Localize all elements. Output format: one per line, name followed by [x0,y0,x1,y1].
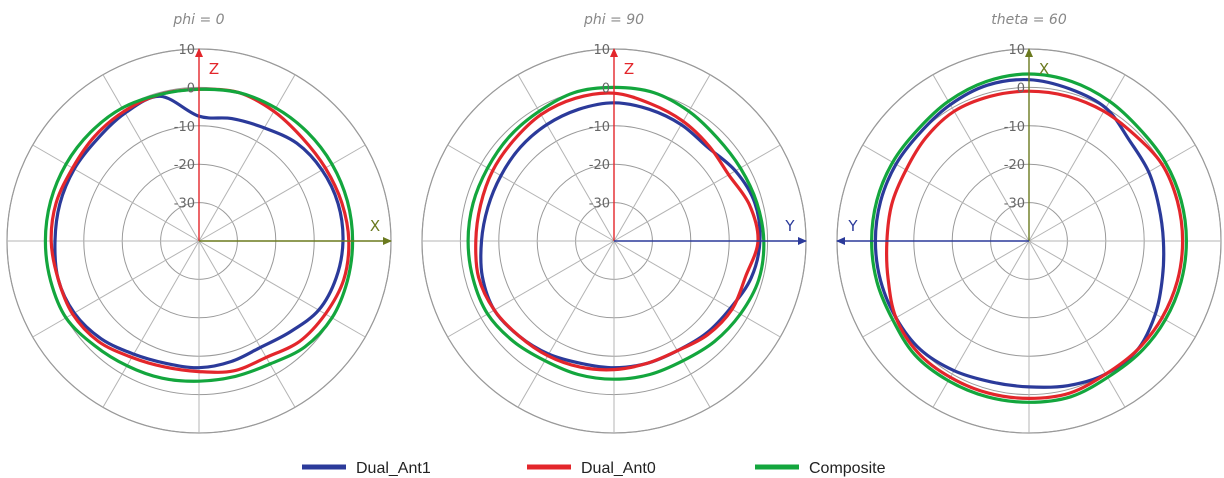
spoke-60 [613,144,781,242]
ring-tick-label: -30 [174,197,195,212]
legend-label-dual-ant0: Dual_Ant0 [581,460,656,477]
series-dual-ant1 [53,94,345,370]
spoke-120 [1028,240,1196,338]
axis-y-left: Y [836,217,1029,245]
spoke-330 [517,74,615,242]
legend: Dual_Ant1 Dual_Ant0 Composite [302,460,886,477]
axis-arrowhead [383,237,392,245]
ring-tick-label: -20 [174,158,195,173]
legend-label-composite: Composite [809,460,886,477]
spoke-60 [198,144,366,242]
spoke-30 [198,74,296,242]
chart-title: theta = 60 [991,12,1067,28]
spoke-210 [517,240,615,408]
spoke-60 [1028,144,1196,242]
series-composite [466,85,766,381]
axis-arrowhead [798,237,807,245]
chart-title: phi = 0 [172,12,224,28]
spoke-300 [447,144,615,242]
axis-arrowhead [1025,48,1033,57]
series-composite [870,72,1188,404]
ring-tick-label: 10 [1008,43,1025,58]
spoke-120 [613,240,781,338]
spoke-300 [862,144,1030,242]
axis-arrowhead [836,237,845,245]
spoke-240 [447,240,615,338]
axis-z-up: Z [610,48,634,241]
ring-tick-label: -30 [589,197,610,212]
polar-chart-theta-60: theta = 60 X Y 10 0 -10 -20 -30 [836,12,1222,434]
series-dual-ant0 [474,91,760,372]
series-dual-ant1 [873,77,1166,389]
chart-title: phi = 90 [583,12,644,28]
ring-tick-label: 0 [1017,81,1025,96]
legend-label-dual-ant1: Dual_Ant1 [356,460,431,477]
spoke-150 [198,240,296,408]
ring-tick-label: 0 [602,81,610,96]
axis-y-right: Y [614,217,807,245]
axis-label: Z [209,60,219,78]
series-dual-ant0 [49,87,351,374]
polar-chart-phi-0: phi = 0 Z X 10 0 -10 -20 -30 [6,12,392,434]
spoke-300 [32,144,200,242]
spoke-240 [32,240,200,338]
series-composite [43,87,355,383]
ring-tick-label: 10 [178,43,195,58]
axis-label: Z [624,60,634,78]
ring-tick-label: -10 [174,120,195,135]
polar-chart-phi-90: phi = 90 Z Y 10 0 -10 -20 -30 [421,12,807,434]
spoke-120 [198,240,366,338]
series-dual-ant1 [479,101,762,370]
ring-tick-label: -10 [589,120,610,135]
spoke-30 [613,74,711,242]
spoke-330 [102,74,200,242]
spoke-150 [613,240,711,408]
axis-x-up: X [1025,48,1049,241]
series-dual-ant0 [884,89,1185,400]
ring-tick-label: -30 [1004,197,1025,212]
ring-tick-label: -10 [1004,120,1025,135]
spoke-210 [102,240,200,408]
axis-label: X [370,217,380,235]
axis-arrowhead [610,48,618,57]
ring-tick-label: 0 [187,81,195,96]
axis-label: Y [784,217,795,235]
spoke-210 [932,240,1030,408]
ring-tick-label: 10 [593,43,610,58]
spoke-240 [862,240,1030,338]
axis-label: Y [847,217,858,235]
axis-arrowhead [195,48,203,57]
ring-tick-label: -20 [589,158,610,173]
axis-x-right: X [199,217,392,245]
axis-label: X [1039,60,1049,78]
spoke-150 [1028,240,1126,408]
ring-tick-label: -20 [1004,158,1025,173]
axis-z-up: Z [195,48,219,241]
